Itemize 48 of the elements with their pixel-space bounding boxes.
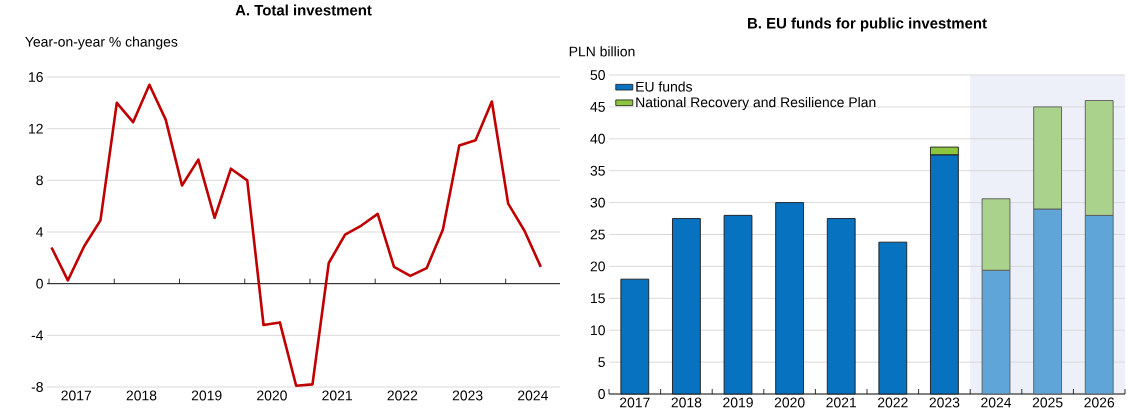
chart-title: B. EU funds for public investment (748, 17, 987, 32)
x-tick-label: 2017 (61, 390, 92, 401)
x-tick-label: 2026 (1084, 397, 1115, 408)
x-tick-label: 2018 (671, 397, 702, 408)
bar (723, 214, 753, 395)
legend-label: EU funds (636, 81, 693, 92)
x-tick-label: 2017 (620, 397, 650, 408)
y-tick-label: 30 (590, 197, 605, 208)
y-tick-label: 4 (36, 227, 44, 237)
y-tick-label: 50 (590, 70, 605, 80)
y-tick-label: 0 (36, 278, 43, 289)
y-tick-label: 20 (590, 261, 605, 272)
y-tick-label: 45 (590, 102, 605, 112)
x-tick-label: 2022 (387, 390, 418, 401)
x-tick-label: 2020 (257, 390, 287, 401)
x-tick-label: 2021 (826, 397, 857, 408)
x-tick-label: 2024 (981, 397, 1012, 408)
y-tick-label: 8 (36, 175, 43, 186)
x-tick-label: 2025 (1032, 397, 1063, 408)
y-axis-title: PLN billion (569, 46, 635, 57)
y-tick-label: 40 (590, 133, 605, 144)
x-tick-label: 2024 (518, 390, 548, 401)
y-tick-label: 16 (29, 72, 43, 82)
x-tick-label: 2021 (322, 390, 352, 401)
y-tick-label: 35 (590, 165, 605, 176)
y-tick-label: 5 (598, 357, 605, 367)
x-tick-label: 2019 (723, 397, 753, 408)
x-tick-label: 2023 (929, 397, 960, 408)
bar (878, 241, 908, 395)
bar (775, 202, 804, 395)
chart-title: A. Total investment (235, 4, 372, 16)
x-tick-label: 2018 (126, 390, 157, 401)
x-tick-label: 2019 (191, 390, 222, 401)
x-tick-label: 2020 (774, 397, 805, 408)
bar (620, 278, 650, 395)
y-tick-label: 25 (590, 229, 605, 240)
y-tick-label: -8 (31, 382, 43, 392)
y-axis-title: Year-on-year % changes (25, 36, 178, 50)
x-tick-label: 2022 (878, 397, 908, 408)
y-tick-label: 0 (598, 389, 605, 399)
y-tick-label: 12 (29, 123, 43, 134)
y-tick-label: 10 (591, 325, 605, 336)
bar (672, 218, 701, 395)
legend-label: National Recovery and Resilience Plan (636, 96, 876, 110)
bar (826, 218, 856, 395)
x-tick-label: 2023 (452, 390, 483, 401)
y-tick-label: -4 (31, 330, 44, 341)
y-tick-label: 15 (591, 293, 605, 304)
